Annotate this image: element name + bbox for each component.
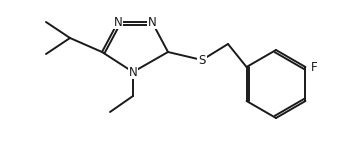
Text: F: F <box>310 60 317 74</box>
Text: S: S <box>198 54 206 66</box>
Text: N: N <box>129 65 137 79</box>
Text: N: N <box>113 15 122 29</box>
Text: N: N <box>148 15 156 29</box>
